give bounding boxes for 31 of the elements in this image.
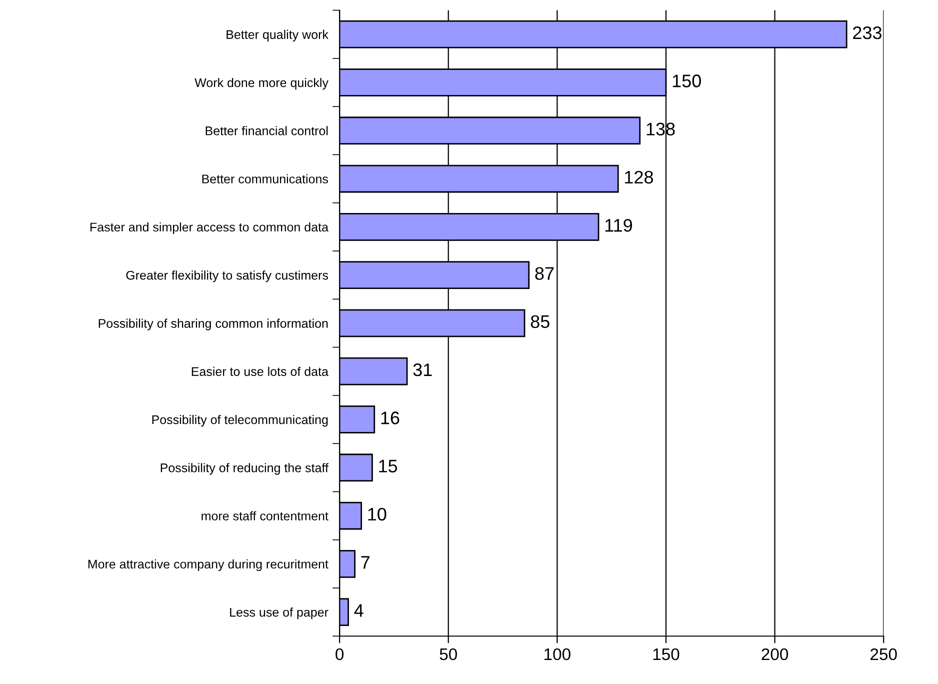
y-tick-label: Better financial control — [206, 126, 328, 136]
x-tick-label: 250 — [870, 648, 897, 660]
y-tick-label: Easier to use lots of data — [192, 366, 328, 376]
data-label: 10 — [368, 508, 386, 521]
y-tick-label: Possibility of telecommunicating — [152, 414, 328, 427]
y-tick-label: Greater flexibility to satisfy custimers — [126, 270, 328, 282]
data-label: 4 — [354, 604, 364, 617]
x-tick-label: 150 — [653, 648, 680, 660]
data-label: 31 — [413, 363, 432, 376]
y-tick-label: Work done more quickly — [194, 78, 328, 90]
data-label: 87 — [535, 267, 554, 280]
data-label: 7 — [361, 556, 370, 569]
x-tick-label: 200 — [762, 648, 788, 660]
data-label: 150 — [672, 74, 701, 88]
y-tick-label: Better communications — [202, 174, 328, 184]
y-tick-label: Possibility of sharing common information — [98, 318, 328, 330]
y-tick-label: More attractive company during recuritment — [88, 559, 328, 572]
x-tick-label: 100 — [544, 648, 570, 660]
y-tick-label: Less use of paper — [230, 608, 328, 620]
y-tick-label: Faster and simpler access to common data — [90, 222, 328, 234]
data-label: 85 — [530, 315, 550, 328]
x-tick-label: 0 — [336, 648, 344, 660]
data-label: 233 — [853, 26, 882, 40]
data-label: 128 — [625, 170, 653, 184]
data-label: 16 — [381, 412, 400, 424]
data-label: 15 — [379, 460, 398, 472]
y-tick-label: Possibility of reducing the staff — [160, 463, 328, 475]
y-tick-label: Better quality work — [226, 30, 328, 42]
x-tick-label: 50 — [440, 648, 457, 660]
y-tick-label: more staff contentment — [202, 511, 328, 520]
data-label: 119 — [605, 218, 632, 232]
